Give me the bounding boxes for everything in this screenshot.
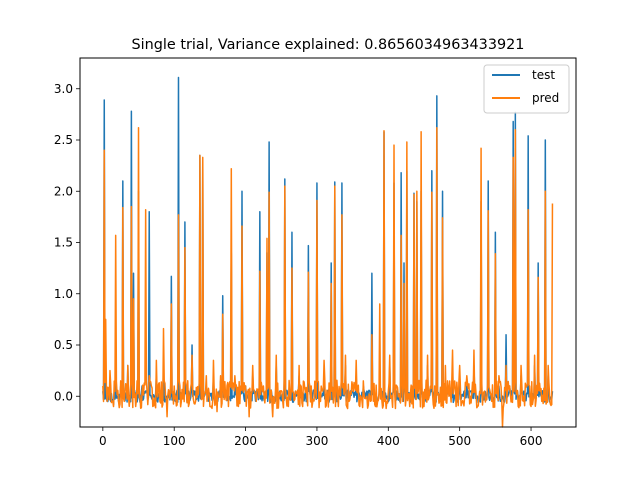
y-axis: 0.0 0.5 1.0 1.5 2.0 2.5 3.0 — [54, 82, 80, 403]
y-tick-label: 2.5 — [54, 133, 73, 147]
plot-area: 0 100 200 300 400 500 600 0.0 0.5 1.0 1.5 2.0 2.5 3.… — [54, 57, 577, 448]
legend: test pred — [483, 64, 570, 114]
series-line-pred — [102, 126, 554, 428]
x-axis: 0 100 200 300 400 500 600 — [99, 427, 542, 448]
x-tick-label: 200 — [234, 434, 257, 448]
y-tick-label: 1.0 — [54, 287, 73, 301]
x-tick-label: 100 — [163, 434, 186, 448]
y-tick-label: 0.0 — [54, 389, 73, 403]
x-tick-label: 0 — [99, 434, 107, 448]
chart-title: Single trial, Variance explained: 0.8656… — [132, 37, 525, 53]
y-tick-label: 1.5 — [54, 236, 73, 250]
y-tick-label: 3.0 — [54, 82, 73, 96]
x-tick-label: 600 — [520, 434, 543, 448]
y-tick-label: 0.5 — [54, 338, 73, 352]
legend-label-pred: pred — [532, 91, 559, 105]
y-tick-label: 2.0 — [54, 184, 73, 198]
legend-box — [483, 64, 570, 114]
x-tick-label: 400 — [377, 434, 400, 448]
x-tick-label: 300 — [305, 434, 328, 448]
legend-label-test: test — [532, 68, 555, 82]
series-layer — [102, 76, 554, 428]
x-tick-label: 500 — [448, 434, 471, 448]
